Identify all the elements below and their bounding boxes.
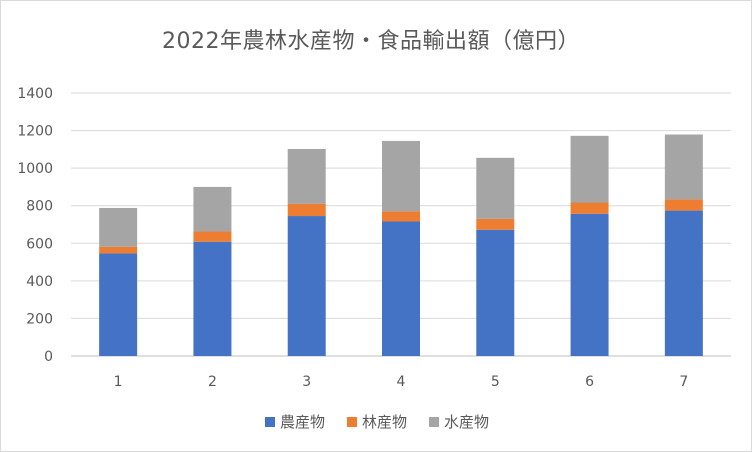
bar-segment-fishery (193, 186, 232, 232)
y-tick-label: 200 (26, 311, 53, 327)
bar-segment-agriculture (287, 216, 326, 356)
y-tick-label: 400 (26, 274, 53, 290)
plot-area: 0 200 400 600 800 1000 1200 1400 1 2 3 4 5 6 7 (17, 86, 731, 390)
bar-segment-fishery (382, 140, 420, 212)
bar-segment-agriculture (382, 221, 420, 356)
legend-swatch-forestry (346, 416, 357, 427)
y-tick-label: 1000 (17, 161, 53, 177)
bar-segment-fishery (664, 134, 703, 200)
legend-label-forestry: 林産物 (361, 413, 407, 431)
bar-segment-agriculture (664, 210, 703, 356)
bar-segment-agriculture (476, 229, 515, 356)
bar-segment-fishery (287, 148, 326, 204)
chart-title: 2022年農林水産物・食品輸出額（億円） (162, 29, 580, 54)
bar-segment-forestry (193, 231, 232, 242)
x-tick-label: 7 (679, 374, 688, 390)
bar-segment-agriculture (570, 213, 609, 356)
legend-label-agriculture: 農産物 (279, 413, 325, 431)
x-tick-label: 2 (208, 374, 217, 390)
y-tick-label: 1200 (17, 124, 53, 140)
legend-item-agriculture: 農産物 (264, 411, 325, 432)
y-tick-label: 800 (26, 199, 53, 215)
legend-swatch-agriculture (264, 416, 275, 427)
bar-segment-forestry (382, 211, 420, 222)
x-tick-label: 1 (114, 374, 123, 390)
y-tick-label: 1400 (17, 86, 53, 102)
legend-item-fishery: 水産物 (429, 411, 489, 432)
bar-segment-forestry (664, 199, 703, 211)
legend-label-fishery: 水産物 (444, 413, 490, 431)
legend: 農産物 林産物 水産物 (1, 411, 752, 432)
x-tick-label: 5 (491, 374, 500, 390)
legend-swatch-fishery (429, 416, 439, 427)
bar-segment-forestry (287, 203, 326, 217)
bar-segment-forestry (99, 246, 138, 254)
y-tick-label: 600 (26, 236, 53, 252)
x-tick-label: 6 (585, 374, 594, 390)
bar-segment-forestry (570, 202, 609, 214)
bar-segment-fishery (476, 157, 515, 219)
x-tick-label: 3 (302, 374, 311, 390)
bar-segment-agriculture (193, 241, 232, 356)
legend-item-forestry: 林産物 (346, 411, 407, 432)
bar-segment-forestry (476, 218, 515, 230)
y-tick-label: 0 (44, 349, 53, 365)
bar-segment-fishery (99, 207, 138, 247)
bar-segment-fishery (570, 135, 609, 203)
x-tick-label: 4 (397, 374, 406, 390)
bar-segment-agriculture (99, 253, 138, 356)
